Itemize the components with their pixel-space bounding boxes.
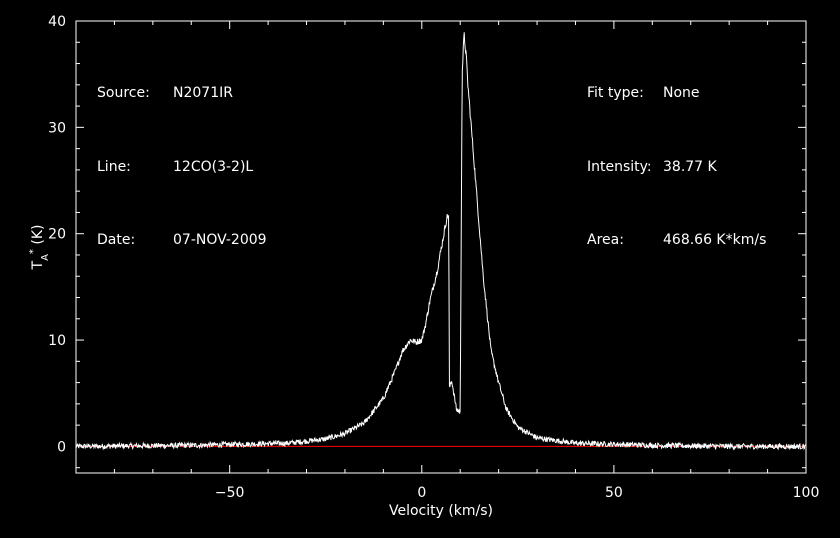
info-area-value: 468.66 K*km/s [663, 232, 767, 248]
y-tick-label: 30 [48, 120, 66, 136]
y-tick-label: 0 [57, 439, 66, 455]
y-axis-label-main: T [30, 260, 46, 270]
info-line-value: 12CO(3-2)L [173, 158, 254, 175]
y-tick-label: 10 [48, 333, 66, 349]
info-line-key: Line: [97, 158, 131, 175]
info-intensity-key: Intensity: [587, 158, 652, 175]
info-fit-type-key: Fit type: [587, 85, 644, 101]
info-intensity-value: 38.77 K [663, 158, 717, 175]
y-axis-label-sub: A [40, 254, 51, 261]
axis-ticks [76, 20, 807, 473]
info-left-keys: Source: Line: Date: [97, 32, 150, 277]
info-area-key: Area: [587, 232, 624, 248]
info-date-key: Date: [97, 232, 136, 248]
x-tick-label: −50 [215, 485, 245, 501]
axis-tick-labels: −50 0 50 100 0 10 20 30 40 [48, 14, 819, 501]
y-axis-label: TA* (K) [28, 225, 51, 271]
x-tick-label: 100 [793, 485, 820, 501]
info-fit-type-value: None [663, 85, 700, 101]
info-source-key: Source: [97, 85, 150, 101]
spectrum-line [75, 32, 807, 451]
info-right-keys: Fit type: Intensity: Area: [587, 32, 652, 277]
plot-frame [75, 20, 807, 474]
y-tick-label: 20 [48, 227, 66, 243]
x-axis-label: Velocity (km/s) [389, 503, 493, 519]
y-tick-label: 40 [48, 14, 66, 30]
info-right-values: None 38.77 K 468.66 K*km/s [663, 32, 766, 277]
x-tick-label: 50 [605, 485, 623, 501]
info-source-value: N2071IR [173, 85, 233, 101]
svg-text:TA* (K): TA* (K) [28, 225, 51, 271]
info-left-values: N2071IR 12CO(3-2)L 07-NOV-2009 [173, 32, 267, 277]
info-date-value: 07-NOV-2009 [173, 232, 267, 248]
y-axis-label-unit: (K) [30, 225, 46, 250]
x-tick-label: 0 [417, 485, 426, 501]
y-axis-label-sup: * [28, 249, 39, 254]
